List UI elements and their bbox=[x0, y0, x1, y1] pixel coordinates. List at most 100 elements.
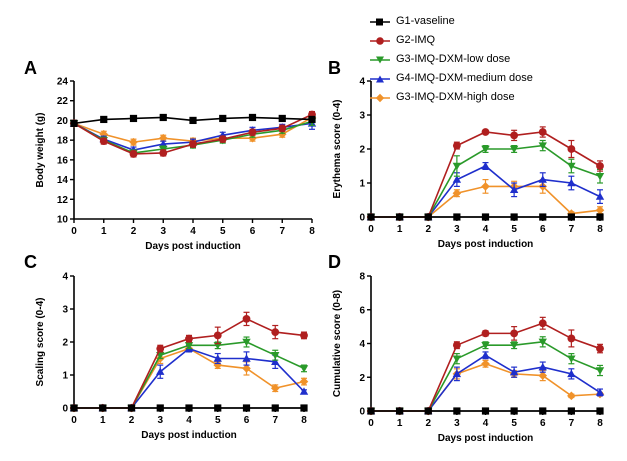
x-tick-label: 1 bbox=[397, 418, 403, 429]
data-point bbox=[509, 145, 519, 154]
data-point bbox=[481, 128, 490, 136]
data-point bbox=[595, 388, 605, 396]
y-axis-title: Erythema score (0-4) bbox=[332, 100, 343, 199]
data-point bbox=[481, 161, 490, 170]
data-point bbox=[509, 367, 519, 376]
y-tick-label: 14 bbox=[57, 175, 69, 186]
data-point bbox=[300, 331, 308, 340]
x-tick-label: 8 bbox=[597, 224, 603, 235]
chart-panel-b: B 0 1 2 3 4 0 1 2 3 4 5 6 7 8 Days post induction Erythe… bbox=[328, 58, 605, 250]
data-point bbox=[396, 213, 404, 221]
data-point bbox=[453, 213, 461, 221]
data-point bbox=[308, 115, 316, 124]
data-point bbox=[452, 188, 462, 198]
data-point bbox=[481, 341, 490, 350]
data-point bbox=[278, 124, 287, 133]
legend-label: G4-IMQ-DXM-medium dose bbox=[396, 72, 533, 84]
data-point bbox=[156, 367, 165, 375]
y-tick-label: 10 bbox=[57, 215, 69, 226]
legend-item: G3-IMQ-DXM-high dose bbox=[370, 88, 533, 107]
data-point bbox=[538, 175, 547, 183]
data-point bbox=[509, 185, 519, 193]
x-tick-label: 1 bbox=[100, 415, 106, 426]
data-point bbox=[248, 113, 257, 122]
data-point bbox=[481, 351, 490, 359]
data-point bbox=[595, 173, 605, 181]
legend-triangle-down-icon bbox=[370, 56, 390, 63]
x-tick-label: 2 bbox=[425, 418, 431, 429]
data-point bbox=[567, 213, 575, 221]
legend-item: G2-IMQ bbox=[370, 31, 533, 50]
data-point bbox=[189, 116, 197, 125]
data-point bbox=[129, 137, 138, 147]
y-tick-label: 16 bbox=[57, 155, 69, 166]
data-point bbox=[481, 359, 490, 369]
data-point bbox=[453, 407, 461, 415]
data-point bbox=[299, 387, 309, 395]
x-axis-title: Days post induction bbox=[438, 239, 534, 250]
x-tick-label: 2 bbox=[129, 415, 135, 426]
data-point bbox=[596, 213, 604, 221]
x-tick-label: 7 bbox=[569, 224, 575, 235]
series-G1-vaseline bbox=[70, 113, 316, 127]
data-point bbox=[567, 178, 576, 187]
legend-diamond-icon bbox=[370, 93, 390, 102]
data-point bbox=[242, 364, 251, 373]
data-point bbox=[538, 319, 547, 328]
legend-item: G1-vaseline bbox=[370, 12, 533, 31]
data-point bbox=[452, 341, 461, 350]
data-point bbox=[242, 315, 251, 323]
data-point bbox=[538, 128, 547, 136]
series-G1-vaseline bbox=[367, 213, 604, 221]
legend-label: G3-IMQ-DXM-high dose bbox=[396, 91, 515, 103]
data-point bbox=[159, 149, 168, 157]
data-point bbox=[481, 329, 490, 338]
data-point bbox=[509, 341, 519, 350]
x-tick-label: 3 bbox=[157, 415, 163, 426]
data-point bbox=[567, 162, 576, 171]
data-point bbox=[538, 142, 547, 150]
panel-letter: D bbox=[328, 252, 341, 272]
data-point bbox=[510, 213, 518, 221]
series-line bbox=[74, 318, 305, 409]
x-tick-label: 7 bbox=[272, 415, 278, 426]
x-tick-label: 6 bbox=[244, 415, 250, 426]
x-tick-label: 1 bbox=[101, 226, 107, 237]
data-point bbox=[567, 145, 576, 153]
data-point bbox=[129, 150, 138, 158]
data-point bbox=[424, 407, 432, 415]
data-point bbox=[481, 145, 490, 154]
data-point bbox=[595, 192, 605, 200]
legend-triangle-up-icon bbox=[370, 75, 390, 82]
data-point bbox=[424, 213, 432, 221]
data-point bbox=[99, 137, 108, 146]
y-tick-label: 18 bbox=[57, 136, 69, 147]
x-tick-label: 3 bbox=[160, 226, 166, 237]
data-point bbox=[567, 407, 575, 415]
legend-item: G3-IMQ-DXM-low dose bbox=[370, 50, 533, 69]
data-point bbox=[367, 407, 375, 415]
data-point bbox=[538, 362, 547, 371]
data-point bbox=[242, 404, 251, 412]
legend-square-icon bbox=[370, 18, 390, 25]
series-G1-vaseline bbox=[367, 407, 604, 415]
y-axis-title: Scaling score (0-4) bbox=[35, 298, 46, 387]
y-tick-label: 3 bbox=[359, 111, 365, 122]
series-G2-IMQ bbox=[367, 126, 604, 221]
data-point bbox=[300, 404, 308, 412]
legend-label: G1-vaseline bbox=[396, 15, 455, 27]
x-tick-label: 5 bbox=[511, 224, 517, 235]
x-tick-label: 6 bbox=[250, 226, 256, 237]
legend-label: G3-IMQ-DXM-low dose bbox=[396, 53, 511, 65]
x-tick-label: 0 bbox=[71, 415, 77, 426]
data-point bbox=[452, 175, 462, 183]
series-G3-IMQ-DXM-low dose bbox=[69, 336, 309, 413]
data-point bbox=[189, 140, 197, 148]
legend-item: G4-IMQ-DXM-medium dose bbox=[370, 69, 533, 88]
x-tick-label: 8 bbox=[597, 418, 603, 429]
legend-label: G2-IMQ bbox=[396, 34, 436, 46]
chart-panel-d: D 0 2 4 6 8 0 1 2 3 4 5 6 7 8 Days post induction Cumula… bbox=[328, 252, 605, 444]
data-point bbox=[299, 365, 309, 373]
y-tick-label: 1 bbox=[62, 371, 68, 382]
